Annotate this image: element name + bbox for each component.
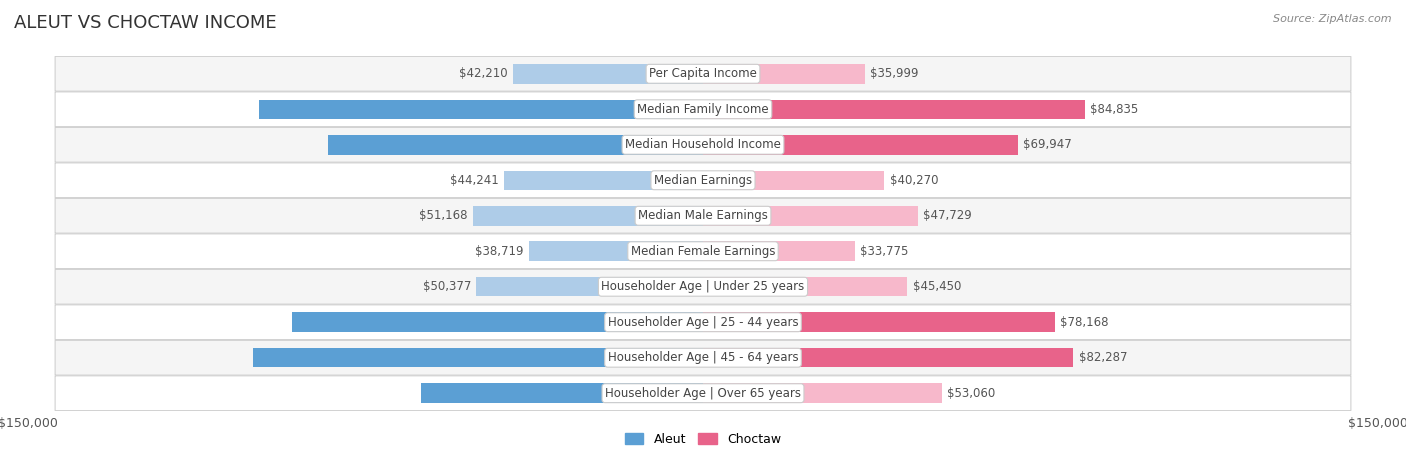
Bar [703, 170, 884, 190]
Text: Householder Age | 45 - 64 years: Householder Age | 45 - 64 years [607, 351, 799, 364]
Bar [472, 206, 703, 226]
Bar [703, 135, 1018, 155]
Bar [503, 170, 703, 190]
Text: Householder Age | 25 - 44 years: Householder Age | 25 - 44 years [607, 316, 799, 329]
FancyBboxPatch shape [55, 127, 1351, 162]
FancyBboxPatch shape [55, 57, 1351, 91]
Bar [703, 206, 918, 226]
Bar [703, 99, 1084, 119]
Text: Median Household Income: Median Household Income [626, 138, 780, 151]
FancyBboxPatch shape [55, 376, 1351, 410]
Bar [420, 383, 703, 403]
Bar [253, 348, 703, 368]
Text: $82,287: $82,287 [1078, 351, 1128, 364]
Text: $78,168: $78,168 [1060, 316, 1108, 329]
Text: ALEUT VS CHOCTAW INCOME: ALEUT VS CHOCTAW INCOME [14, 14, 277, 32]
Text: $98,702: $98,702 [681, 103, 734, 116]
Text: $38,719: $38,719 [475, 245, 523, 258]
Text: $50,377: $50,377 [423, 280, 471, 293]
Bar [703, 241, 855, 261]
Text: $33,775: $33,775 [860, 245, 908, 258]
Text: Median Earnings: Median Earnings [654, 174, 752, 187]
Bar [529, 241, 703, 261]
Text: Householder Age | Under 25 years: Householder Age | Under 25 years [602, 280, 804, 293]
Bar [513, 64, 703, 84]
Text: $47,729: $47,729 [924, 209, 972, 222]
Bar [703, 64, 865, 84]
Text: $45,450: $45,450 [912, 280, 962, 293]
Text: Median Female Earnings: Median Female Earnings [631, 245, 775, 258]
Bar [477, 277, 703, 297]
Text: $84,835: $84,835 [1090, 103, 1139, 116]
Bar [328, 135, 703, 155]
FancyBboxPatch shape [55, 198, 1351, 233]
Text: Source: ZipAtlas.com: Source: ZipAtlas.com [1274, 14, 1392, 24]
Bar [703, 348, 1073, 368]
Text: Householder Age | Over 65 years: Householder Age | Over 65 years [605, 387, 801, 400]
Text: Per Capita Income: Per Capita Income [650, 67, 756, 80]
FancyBboxPatch shape [55, 163, 1351, 198]
Text: $62,708: $62,708 [689, 387, 742, 400]
Text: Median Male Earnings: Median Male Earnings [638, 209, 768, 222]
Legend: Aleut, Choctaw: Aleut, Choctaw [620, 428, 786, 451]
Text: $51,168: $51,168 [419, 209, 467, 222]
Text: $53,060: $53,060 [948, 387, 995, 400]
Text: $83,446: $83,446 [685, 138, 738, 151]
FancyBboxPatch shape [55, 92, 1351, 127]
Text: $91,370: $91,370 [682, 316, 735, 329]
Text: $40,270: $40,270 [890, 174, 938, 187]
Text: $69,947: $69,947 [1024, 138, 1071, 151]
FancyBboxPatch shape [55, 305, 1351, 340]
Text: $35,999: $35,999 [870, 67, 920, 80]
FancyBboxPatch shape [55, 269, 1351, 304]
Bar [703, 383, 942, 403]
Bar [703, 277, 907, 297]
Bar [292, 312, 703, 332]
Text: $44,241: $44,241 [450, 174, 499, 187]
Text: $42,210: $42,210 [460, 67, 508, 80]
FancyBboxPatch shape [55, 234, 1351, 269]
Bar [259, 99, 703, 119]
Text: $100,052: $100,052 [681, 351, 742, 364]
FancyBboxPatch shape [55, 340, 1351, 375]
Bar [703, 312, 1054, 332]
Text: Median Family Income: Median Family Income [637, 103, 769, 116]
